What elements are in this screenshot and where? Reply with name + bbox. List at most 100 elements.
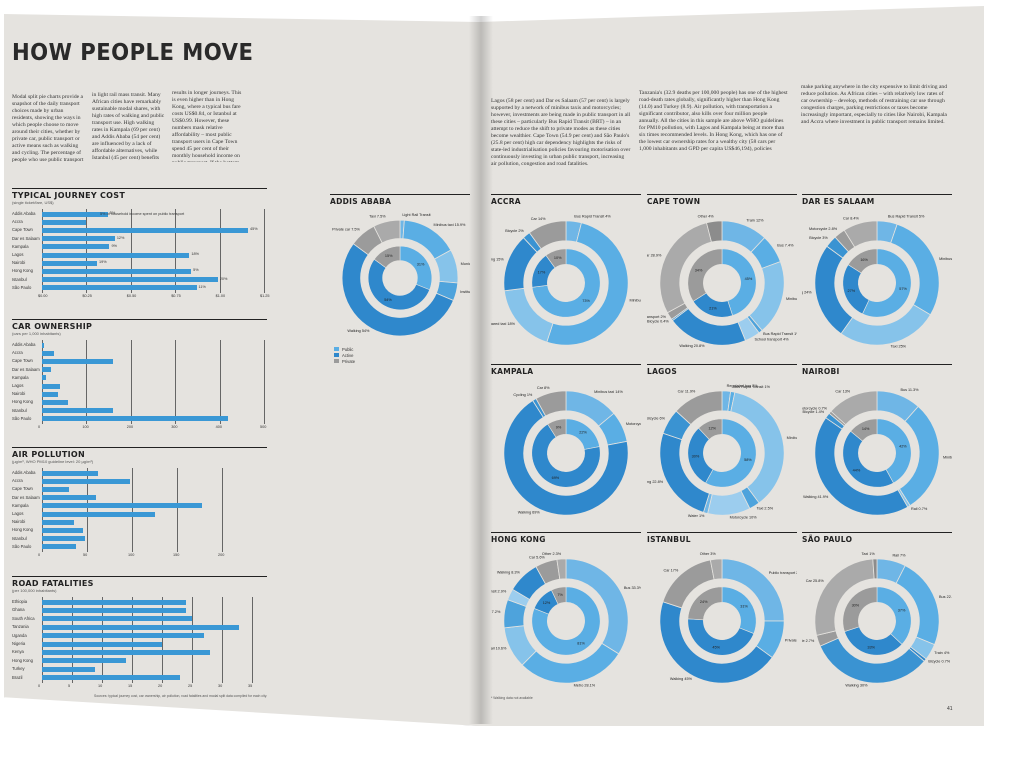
journey-bar — [42, 260, 98, 266]
donut-inner-label: 34% — [695, 268, 703, 272]
cars-tick-label: 0 — [38, 425, 41, 429]
city-title: LAGOS — [647, 367, 678, 376]
donut-segment-label: Motorcycle 2.7% — [802, 639, 815, 643]
donut-segment-label: Bus 11.3% — [900, 388, 919, 392]
cars-bar-row: Nairobi — [12, 391, 267, 397]
donut-inner-label: 12% — [708, 426, 716, 430]
journey-city-label: Nairobi — [12, 260, 26, 266]
donut-inner-label: 22% — [579, 431, 587, 435]
air-gridline — [42, 468, 43, 552]
page-number-left: 40 — [12, 706, 18, 712]
fatal-bar-row: Uganda — [12, 633, 267, 639]
journey-bar-row: Nairobi 19% — [12, 260, 267, 266]
donut-segment-label: Private bus/Institutional bus 10% — [785, 638, 797, 642]
journey-city-label: Addis Ababa — [12, 211, 36, 216]
fatal-tick-label: 15 — [128, 684, 133, 688]
donut-segment-label: Bicycle 1.4% — [802, 410, 824, 414]
donut-outer-segment — [709, 558, 723, 580]
donut-outer-segment — [503, 399, 629, 516]
city-title: HONG KONG — [491, 535, 546, 544]
journey-city-label: São Paulo — [12, 284, 32, 290]
air-bar-row: Kampala — [12, 503, 267, 509]
fatal-city-label: Brazil — [12, 674, 23, 680]
journey-bar-row: Kampala 9% — [12, 244, 267, 250]
donut-inner-label: 33% — [867, 645, 875, 649]
donut-segment-label: Minibus taxi (danfo) 32.9% — [787, 436, 797, 440]
air-bar — [42, 495, 96, 501]
cars-bar-row: Accra — [12, 350, 267, 356]
donut-inner-label: 31% — [417, 262, 425, 266]
donut-segment-label: Car 17% — [663, 568, 678, 572]
donut-inner-label: 31% — [740, 604, 748, 608]
air-bar — [42, 478, 131, 484]
donut-inner-segment — [373, 245, 401, 269]
car-ownership-chart: CAR OWNERSHIP (cars per 1,000 inhabitant… — [12, 319, 267, 437]
fatal-city-label: Tanzania — [12, 624, 29, 630]
donut-inner-segment — [721, 248, 757, 316]
donut-outer-segment — [546, 222, 629, 346]
donut-inner-label: 14% — [862, 427, 870, 431]
fatal-city-label: Nigeria — [12, 641, 26, 646]
journey-city-label: Istanbul — [12, 276, 27, 282]
donut-segment-label: Bus Rapid Transit 4% — [574, 214, 611, 218]
cars-city-label: Addis Ababa — [12, 342, 36, 347]
cars-city-label: São Paulo — [12, 415, 32, 421]
text-column-3: results in longer journeys. This is even… — [172, 90, 242, 162]
donut-segment-label: Metro 28.1% — [574, 684, 596, 688]
fatal-tick-label: 20 — [158, 684, 163, 688]
donut-segment-label: Car 11.9% — [678, 389, 696, 393]
donut-segment-label: Employer transport 2% — [647, 315, 667, 319]
cars-gridline — [86, 340, 87, 424]
air-bar-row: Addis Ababa — [12, 470, 267, 476]
cars-bar — [42, 375, 47, 381]
donut-segment-label: Taxi 25% — [891, 345, 907, 349]
journey-bar-row: Hong Kong 5% — [12, 268, 267, 274]
donut-inner-segment — [367, 258, 431, 311]
page-number-right: 41 — [947, 706, 953, 712]
donut-segment-label: Private car 7.5% — [332, 228, 360, 232]
donut-outer-segment — [706, 220, 723, 243]
fatal-tick-label: 10 — [98, 684, 103, 688]
modal-split-panel: LAGOS Regulated bus 2% Bus Rapid Transit 1… — [647, 364, 797, 524]
donut-inner-segment — [862, 248, 912, 318]
donut-segment-label: Taxi 1% — [861, 552, 875, 556]
fatal-bar — [42, 675, 180, 681]
air-bar — [42, 503, 203, 509]
city-title: NAIROBI — [802, 367, 840, 376]
donut-segment-label: Light Rail Transit — [402, 213, 431, 217]
donut-segment-label: Minibus taxi (trotro) 51% — [630, 298, 641, 302]
journey-tick-label: $0.00 — [38, 294, 48, 298]
air-bar — [42, 544, 77, 550]
cars-bar — [42, 342, 44, 348]
donut-segment-label: Institution and company bus 5.0% — [460, 290, 470, 294]
air-city-label: Accra — [12, 478, 23, 484]
air-gridline — [132, 468, 133, 552]
left-page: HOW PEOPLE MOVE Modal split pie charts p… — [4, 14, 479, 726]
fatal-tick-label: 30 — [218, 684, 223, 688]
air-city-label: Nairobi — [12, 519, 26, 525]
modal-split-donut: Rail 7% Bus 22.1% Train 4% Bicycle 0.7% Walk… — [802, 552, 952, 688]
air-city-label: Kampala — [12, 502, 29, 508]
text-column-4: Lagos (58 per cent) and Dar es Salaam (5… — [491, 98, 631, 167]
air-bar-row: Dar es Salaam — [12, 495, 267, 501]
donut-segment-label: Minibus taxi 19.4% — [786, 297, 797, 301]
donut-inner-segment — [842, 430, 894, 488]
fatal-bar-row: Hong Kong — [12, 658, 267, 664]
air-bar — [42, 519, 75, 525]
journey-bar-row: Accra — [12, 219, 267, 225]
fatal-bar — [42, 599, 186, 605]
journey-pct-label: 19% — [99, 260, 107, 265]
donut-outer-segment — [872, 558, 878, 580]
text-column-2: in light rail mass transit. Many African… — [92, 92, 165, 161]
donut-segment-label: Other 4% — [698, 214, 715, 218]
journey-pct-label: 12% — [116, 235, 125, 240]
city-title: SÃO PAULO — [802, 535, 853, 544]
journey-tick-label: $0.25 — [82, 294, 92, 298]
air-pollution-title: AIR POLLUTION — [12, 450, 86, 459]
donut-outer-segment — [843, 220, 878, 248]
modal-split-donut: Bus 11.3% Minibus taxi (matatu) 28.9% Rail… — [802, 388, 952, 516]
donut-segment-label: Bus Rapid Transit 5% — [888, 215, 925, 219]
donut-inner-label: 9% — [556, 426, 562, 430]
air-bar-row: Accra — [12, 478, 267, 484]
journey-bar — [42, 252, 190, 258]
